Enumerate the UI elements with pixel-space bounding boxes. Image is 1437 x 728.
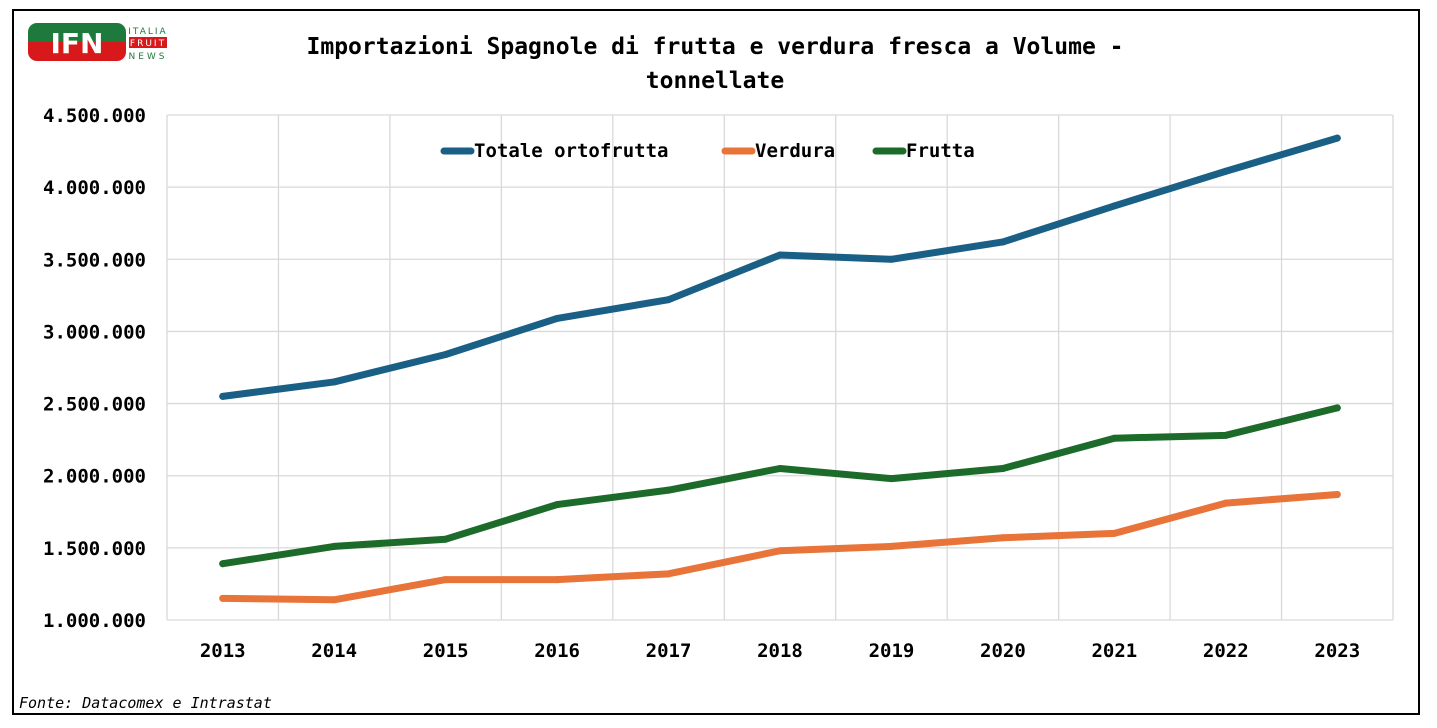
legend-label: Frutta (906, 140, 975, 162)
data-point (219, 594, 227, 602)
data-point (1222, 431, 1230, 439)
x-tick-label: 2014 (311, 640, 357, 662)
legend-label: Verdura (755, 140, 835, 162)
series-lines (219, 134, 1341, 604)
legend-label: Totale ortofrutta (474, 140, 668, 162)
ifn-logo: IFN ITALIA FRUIT NEWS (28, 23, 167, 61)
source-note: Fonte: Datacomex e Intrastat (19, 694, 272, 712)
y-tick-label: 2.000.000 (43, 466, 146, 488)
x-tick-label: 2020 (980, 640, 1026, 662)
data-point (1110, 202, 1118, 210)
data-point (999, 465, 1007, 472)
data-point (665, 486, 673, 494)
data-point (1333, 404, 1341, 412)
y-tick-label: 1.500.000 (43, 538, 146, 560)
logo-mark: IFN (51, 27, 104, 60)
data-point (219, 560, 227, 568)
data-point (776, 465, 784, 472)
x-tick-label: 2022 (1203, 640, 1249, 662)
data-point (1222, 167, 1230, 175)
y-tick-label: 3.500.000 (43, 249, 146, 271)
chart-title-line1: Importazioni Spagnole di frutta e verdur… (306, 34, 1124, 60)
data-point (442, 351, 450, 359)
x-tick-label: 2018 (757, 640, 803, 662)
x-tick-label: 2023 (1314, 640, 1360, 662)
x-axis-ticks: 2013 2014 2015 2016 2017 2018 2019 2020 2021 2022… (200, 640, 1360, 662)
data-point (553, 314, 561, 322)
logo-green-fill (28, 33, 126, 42)
x-tick-label: 2016 (534, 640, 580, 662)
logo-fruit-box (129, 37, 167, 48)
y-tick-label: 1.000.000 (43, 610, 146, 632)
data-point (442, 576, 450, 584)
data-point (553, 576, 561, 584)
logo-line3: NEWS (128, 52, 167, 61)
data-point (1333, 490, 1341, 498)
x-tick-label: 2013 (200, 640, 246, 662)
data-point (776, 251, 784, 259)
x-tick-label: 2021 (1091, 640, 1137, 662)
logo-line2: FRUIT (130, 39, 166, 49)
logo-line1: ITALIA (128, 27, 167, 37)
x-tick-label: 2015 (423, 640, 469, 662)
data-point (1110, 529, 1118, 537)
y-axis-ticks: 1.000.000 1.500.000 2.000.000 2.500.000 3.00… (43, 105, 146, 632)
x-tick-label: 2019 (869, 640, 915, 662)
data-point (330, 596, 338, 604)
chart-title: Importazioni Spagnole di frutta e verdur… (200, 30, 1230, 98)
data-point (553, 501, 561, 509)
data-point (1222, 499, 1230, 507)
data-point (330, 542, 338, 550)
y-tick-label: 3.000.000 (43, 321, 146, 343)
data-point (1110, 434, 1118, 442)
y-tick-label: 4.000.000 (43, 177, 146, 199)
y-tick-label: 4.500.000 (43, 105, 146, 127)
legend: Totale ortofrutta Verdura Frutta (440, 140, 975, 162)
chart-title-line2: tonnellate (645, 68, 785, 94)
data-point (776, 547, 784, 555)
data-point (887, 255, 895, 263)
data-point (665, 296, 673, 304)
data-point (887, 542, 895, 550)
data-point (330, 378, 338, 386)
data-point (887, 475, 895, 483)
y-tick-label: 2.500.000 (43, 394, 146, 416)
data-point (219, 392, 227, 400)
data-point (1333, 134, 1341, 142)
x-tick-label: 2017 (646, 640, 692, 662)
data-point (999, 238, 1007, 246)
data-point (665, 570, 673, 578)
data-point (442, 535, 450, 543)
data-point (999, 534, 1007, 542)
